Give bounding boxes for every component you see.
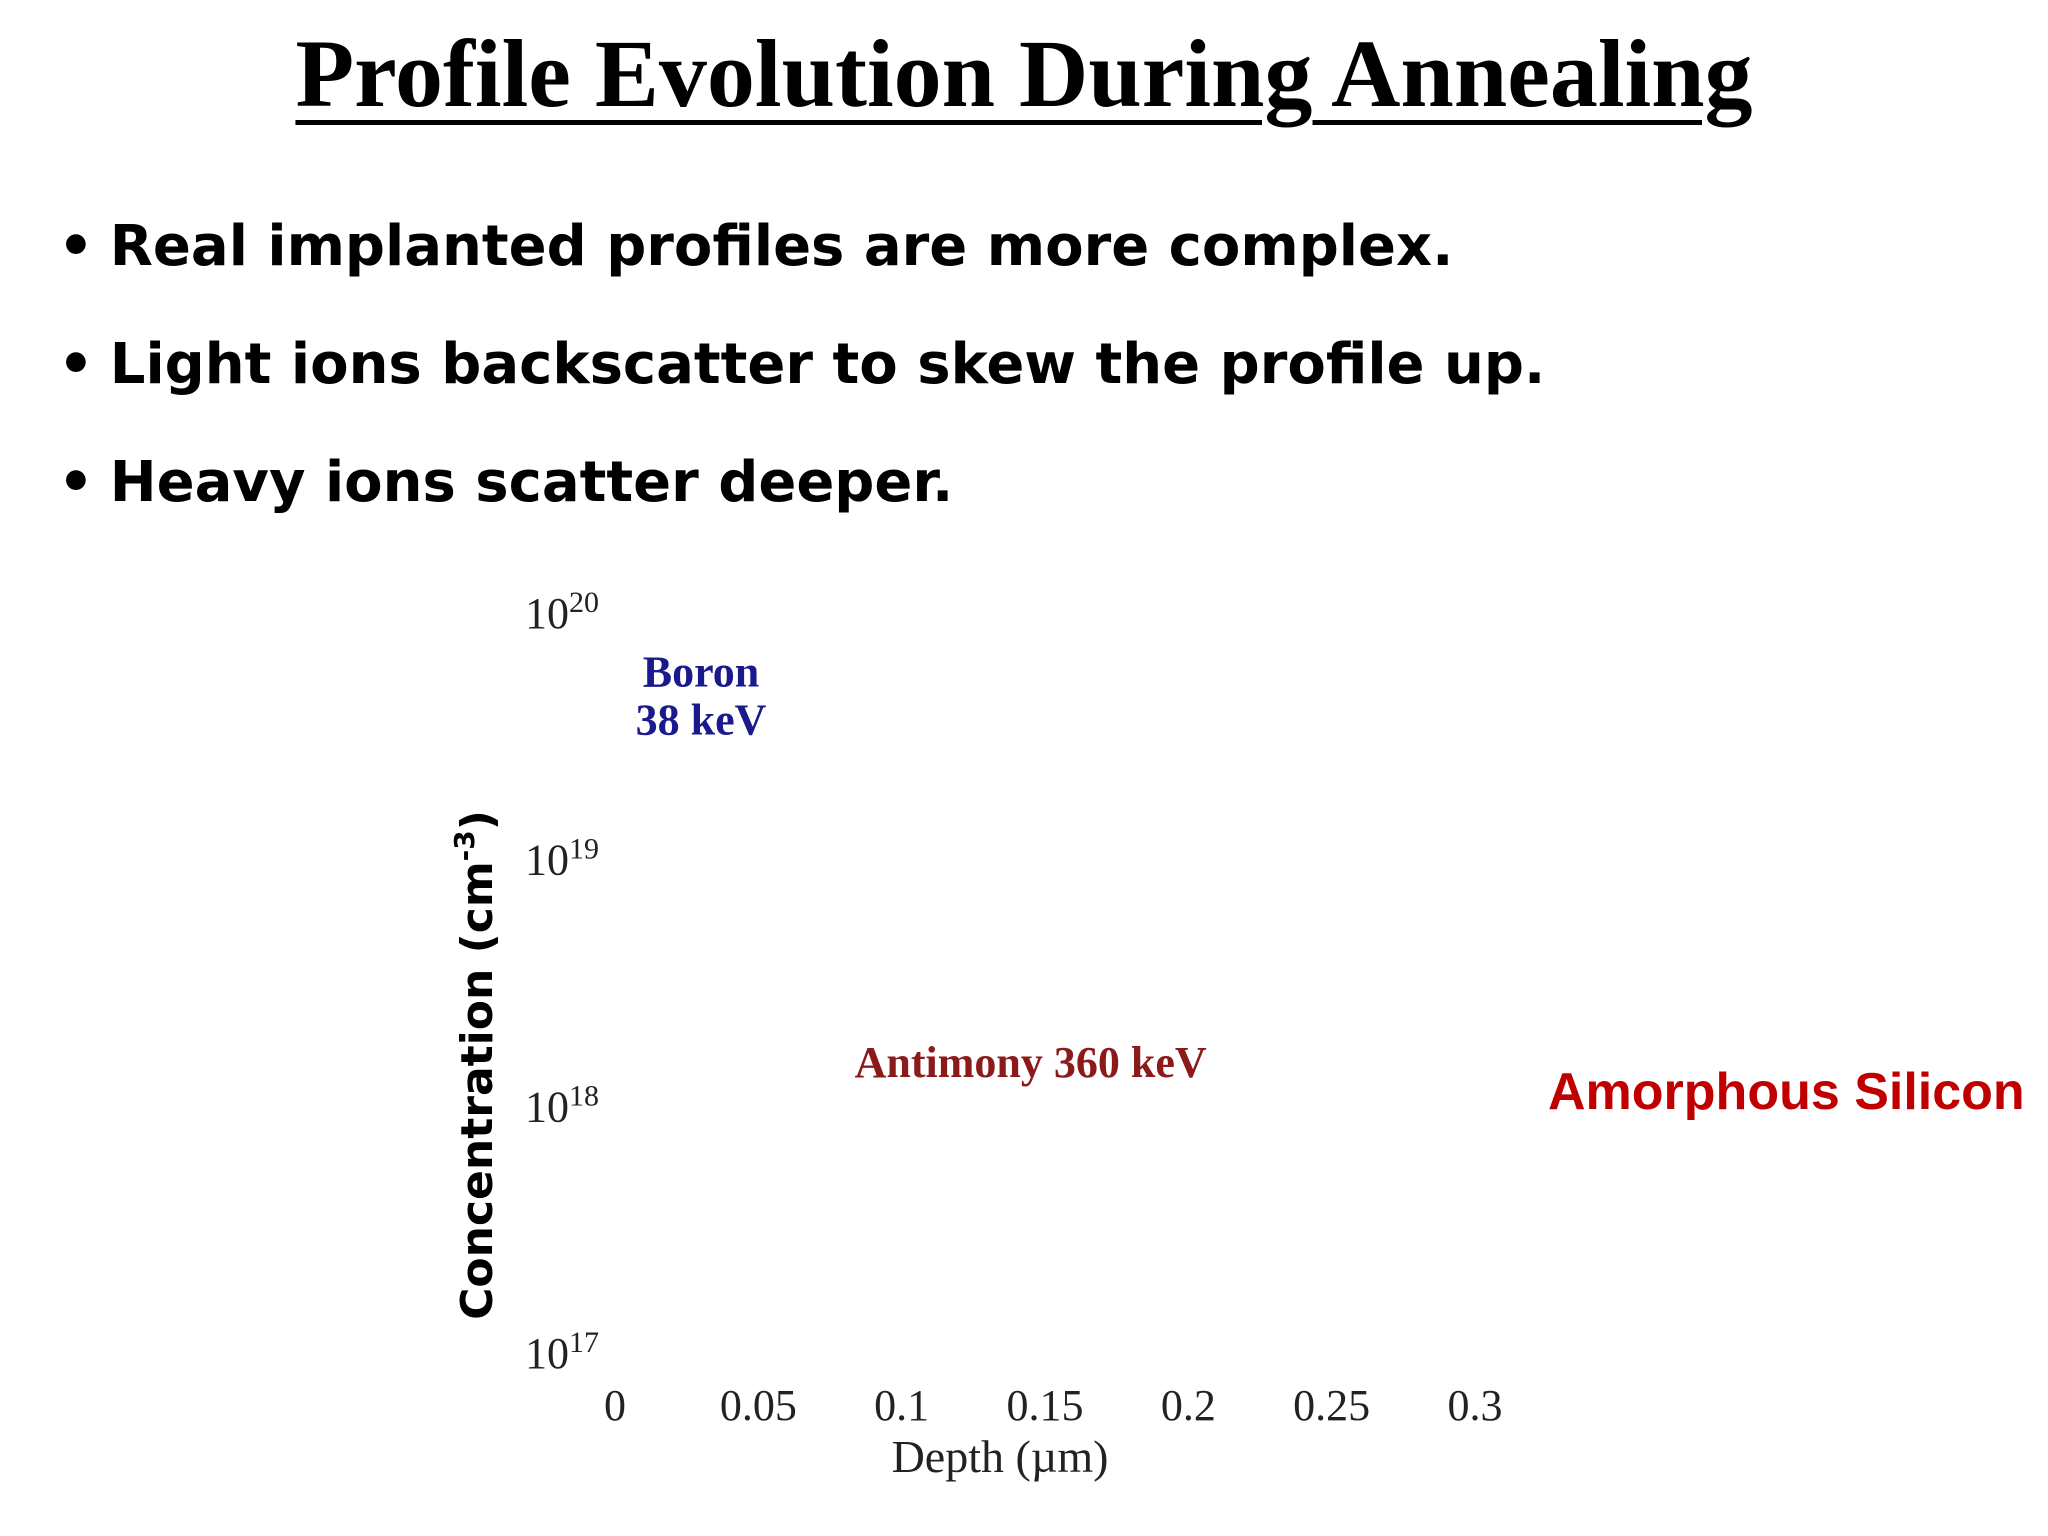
y-tick-label: 1017 [525,1326,599,1378]
x-tick-label: 0.05 [720,1381,797,1430]
bullet-list: Real implanted profiles are more complex… [58,205,1545,559]
bullet-item: Heavy ions scatter deeper. [58,441,1545,559]
x-tick-label: 0.15 [1007,1381,1084,1430]
y-axis-label: Concentration (cm-3) [448,810,503,1320]
x-tick-label: 0.3 [1448,1381,1503,1430]
y-tick-label: 1020 [525,586,599,638]
x-tick-label: 0 [604,1381,626,1430]
amorphous-silicon-label: Amorphous Silicon [1548,1063,2025,1121]
x-axis-ticks: 0 0.05 0.1 0.15 0.2 0.25 0.3 [604,1381,1503,1430]
x-axis-label: Depth (µm) [892,1431,1109,1482]
y-axis-ticks: 1020 1019 1018 1017 [525,586,599,1378]
x-tick-label: 0.25 [1293,1381,1370,1430]
series-label: Boron 38 keV [636,647,767,744]
y-tick-label: 1019 [525,833,599,885]
bullet-item: Light ions backscatter to skew the profi… [58,323,1545,441]
slide-title: Profile Evolution During Annealing [295,20,1753,127]
y-tick-label: 1018 [525,1079,599,1131]
x-tick-label: 0.2 [1161,1381,1216,1430]
bullet-item: Real implanted profiles are more complex… [58,205,1545,323]
x-tick-label: 0.1 [874,1381,929,1430]
series-labels: Boron 38 keV Antimony 360 keV [636,647,1207,1087]
series-label: Antimony 360 keV [855,1038,1207,1087]
